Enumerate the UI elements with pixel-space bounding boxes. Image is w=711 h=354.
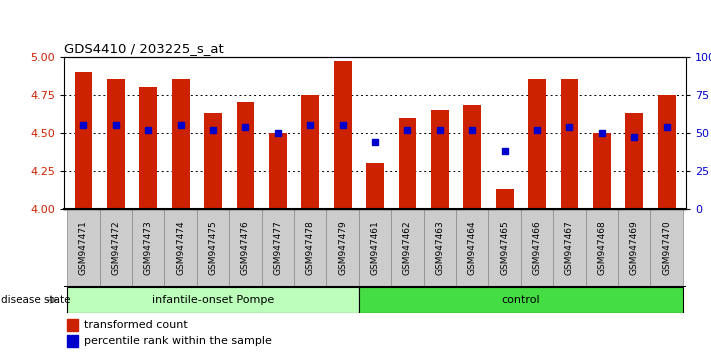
- Bar: [488, 209, 521, 287]
- Bar: [496, 189, 513, 209]
- Bar: [456, 209, 488, 287]
- Bar: [132, 209, 164, 287]
- Bar: [464, 105, 481, 209]
- Text: GSM947472: GSM947472: [112, 221, 120, 275]
- Text: GSM947464: GSM947464: [468, 221, 477, 275]
- Text: percentile rank within the sample: percentile rank within the sample: [84, 336, 272, 346]
- Bar: [618, 209, 651, 287]
- Bar: [262, 209, 294, 287]
- Bar: [424, 209, 456, 287]
- Bar: [197, 209, 229, 287]
- Bar: [359, 209, 391, 287]
- Bar: [164, 209, 197, 287]
- Bar: [107, 80, 124, 209]
- Bar: [359, 287, 683, 313]
- Text: disease state: disease state: [1, 295, 70, 305]
- Text: GSM947469: GSM947469: [630, 221, 638, 275]
- Bar: [68, 287, 359, 313]
- Bar: [294, 209, 326, 287]
- Bar: [366, 163, 384, 209]
- Bar: [528, 80, 546, 209]
- Bar: [204, 113, 222, 209]
- Text: GSM947478: GSM947478: [306, 221, 315, 275]
- Bar: [326, 209, 359, 287]
- Bar: [229, 209, 262, 287]
- Bar: [75, 72, 92, 209]
- Bar: [658, 95, 675, 209]
- Text: GSM947468: GSM947468: [597, 221, 606, 275]
- Text: GSM947471: GSM947471: [79, 221, 88, 275]
- Bar: [560, 80, 578, 209]
- Bar: [333, 61, 351, 209]
- Text: GSM947462: GSM947462: [403, 221, 412, 275]
- Bar: [100, 209, 132, 287]
- Text: GSM947463: GSM947463: [435, 221, 444, 275]
- Bar: [626, 113, 643, 209]
- Text: GSM947467: GSM947467: [565, 221, 574, 275]
- Text: GSM947461: GSM947461: [370, 221, 380, 275]
- Text: GDS4410 / 203225_s_at: GDS4410 / 203225_s_at: [64, 42, 224, 56]
- Bar: [237, 102, 255, 209]
- Text: GSM947479: GSM947479: [338, 221, 347, 275]
- Bar: [651, 209, 683, 287]
- Bar: [67, 335, 78, 347]
- Text: control: control: [501, 295, 540, 305]
- Text: GSM947477: GSM947477: [273, 221, 282, 275]
- Bar: [172, 80, 190, 209]
- Bar: [586, 209, 618, 287]
- Text: transformed count: transformed count: [84, 320, 188, 330]
- Text: GSM947475: GSM947475: [208, 221, 218, 275]
- Text: GSM947476: GSM947476: [241, 221, 250, 275]
- Bar: [391, 209, 424, 287]
- Bar: [139, 87, 157, 209]
- Bar: [521, 209, 553, 287]
- Text: GSM947473: GSM947473: [144, 221, 153, 275]
- Bar: [399, 118, 417, 209]
- Bar: [301, 95, 319, 209]
- Text: GSM947466: GSM947466: [533, 221, 542, 275]
- Text: infantile-onset Pompe: infantile-onset Pompe: [152, 295, 274, 305]
- Bar: [553, 209, 586, 287]
- Bar: [68, 209, 100, 287]
- Text: GSM947465: GSM947465: [500, 221, 509, 275]
- Text: GSM947474: GSM947474: [176, 221, 185, 275]
- Bar: [269, 133, 287, 209]
- Bar: [67, 319, 78, 331]
- Text: GSM947470: GSM947470: [662, 221, 671, 275]
- Bar: [593, 133, 611, 209]
- Bar: [431, 110, 449, 209]
